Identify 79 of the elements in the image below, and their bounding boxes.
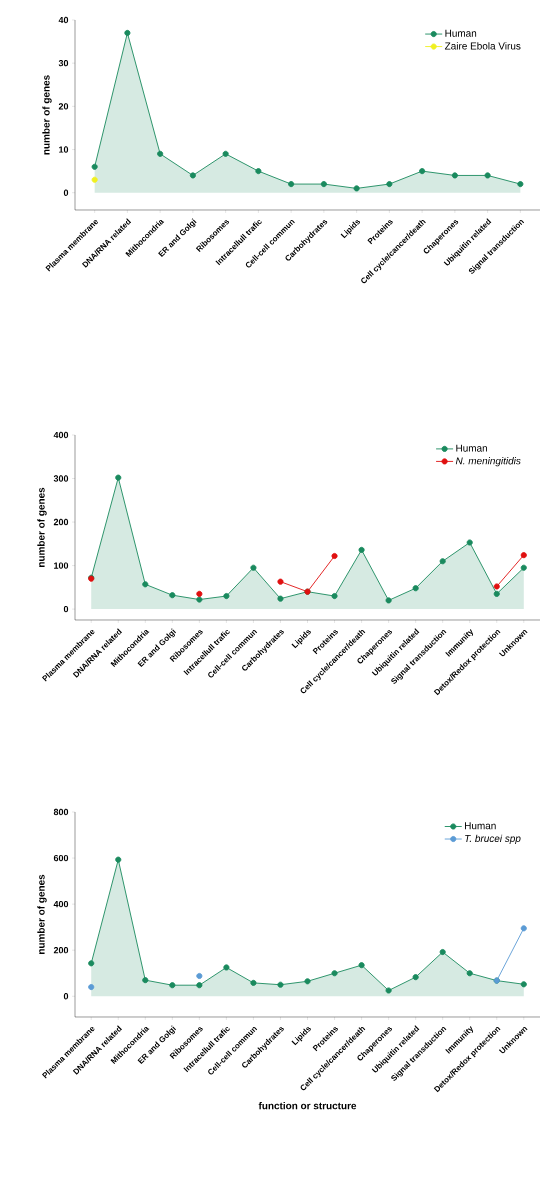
point xyxy=(91,163,98,170)
y-tick-label: 400 xyxy=(53,431,69,439)
y-tick-label: 200 xyxy=(53,518,69,526)
point xyxy=(288,181,295,188)
point xyxy=(439,558,446,565)
y-tick-label: 300 xyxy=(53,475,69,482)
legend-label: Zaire Ebola Virus xyxy=(444,42,521,50)
point xyxy=(493,583,500,590)
point xyxy=(358,546,365,553)
point xyxy=(331,593,338,600)
point xyxy=(142,581,149,588)
point xyxy=(517,181,524,188)
point xyxy=(189,172,196,179)
point xyxy=(196,982,203,989)
point xyxy=(277,578,284,585)
point xyxy=(124,29,131,36)
point xyxy=(222,150,229,157)
y-tick-label: 30 xyxy=(58,59,69,67)
point xyxy=(466,539,473,546)
point xyxy=(157,150,164,157)
legend-label: Human xyxy=(465,822,496,830)
point xyxy=(250,979,257,986)
point xyxy=(466,970,473,977)
point xyxy=(385,987,392,994)
point xyxy=(484,172,491,179)
y-tick-label: 800 xyxy=(53,808,69,816)
y-tick-label: 200 xyxy=(53,947,69,954)
point xyxy=(115,474,122,481)
y-axis-title: number of genes xyxy=(37,874,47,954)
y-tick-label: 100 xyxy=(54,562,69,569)
point xyxy=(451,172,458,179)
y-tick-label: 0 xyxy=(63,993,69,1000)
point xyxy=(331,970,338,977)
point xyxy=(277,595,284,602)
point xyxy=(419,168,426,175)
y-tick-label: 400 xyxy=(53,900,69,908)
point xyxy=(353,185,360,192)
point xyxy=(277,981,284,988)
point xyxy=(386,181,393,188)
point xyxy=(169,592,176,599)
x-axis-title: function or structure xyxy=(258,1102,357,1110)
y-tick-label: 0 xyxy=(63,605,69,613)
point xyxy=(91,176,98,183)
point xyxy=(320,181,327,188)
point xyxy=(493,590,500,597)
point xyxy=(196,972,203,980)
point xyxy=(520,981,527,988)
point xyxy=(439,948,446,956)
point xyxy=(358,962,365,969)
legend-label: Human xyxy=(456,444,487,452)
point xyxy=(412,974,419,981)
y-axis-title: number of genes xyxy=(42,75,52,155)
y-axis-title: number of genes xyxy=(37,487,47,567)
point xyxy=(169,982,176,989)
y-tick-label: 600 xyxy=(53,854,69,862)
point xyxy=(385,597,392,604)
point xyxy=(520,552,527,559)
point xyxy=(196,590,203,597)
point xyxy=(88,984,95,991)
legend-label: T. brucei spp xyxy=(465,834,521,844)
point xyxy=(412,585,419,592)
y-tick-label: 0 xyxy=(63,189,69,196)
y-tick-label: 20 xyxy=(58,103,69,110)
point xyxy=(520,564,527,571)
y-tick-label: 10 xyxy=(59,146,69,153)
legend-label: Human xyxy=(445,29,477,37)
point xyxy=(304,978,311,985)
point xyxy=(255,168,262,175)
point xyxy=(223,593,230,600)
point xyxy=(88,960,95,967)
y-tick-label: 40 xyxy=(58,16,69,24)
point xyxy=(331,552,338,560)
point xyxy=(142,977,149,984)
legend-label: N. meningitidis xyxy=(455,457,521,467)
point xyxy=(223,964,230,971)
point xyxy=(250,564,257,571)
point xyxy=(520,925,527,932)
point xyxy=(196,596,203,603)
point xyxy=(115,856,122,863)
